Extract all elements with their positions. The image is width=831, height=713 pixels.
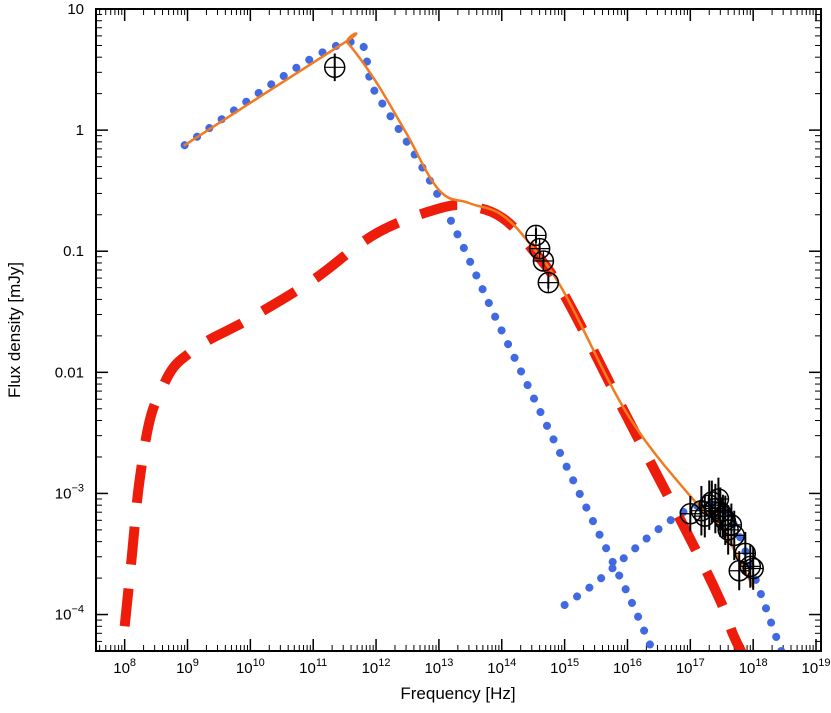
- x-tick-label: 109: [176, 657, 199, 677]
- x-axis-title: Frequency [Hz]: [400, 684, 515, 703]
- y-tick-label: 10−4: [55, 604, 84, 624]
- data-point: [723, 510, 746, 561]
- y-tick-label: 0.01: [55, 364, 84, 381]
- data-point: [679, 496, 702, 532]
- data-point: [537, 271, 560, 294]
- x-tick-label: 1015: [550, 657, 579, 677]
- y-tick-label: 10: [67, 1, 84, 18]
- y-tick-labels: 10−4 10−3 0.01 0.1 1 10: [55, 1, 84, 624]
- x-tick-label: 1010: [236, 657, 265, 677]
- y-tick-label: 10−3: [55, 482, 84, 502]
- x-tick-label: 108: [113, 657, 136, 677]
- data-point: [742, 547, 764, 590]
- x-tick-label: 1012: [362, 657, 391, 677]
- x-tick-label: 1011: [299, 657, 327, 677]
- x-tick-labels: 108 109 1010 1011 1012 1013 1014 1015 1016 1017 10…: [113, 657, 830, 677]
- y-tick-label: 1: [76, 122, 84, 139]
- data-point: [528, 237, 551, 260]
- data-point: [532, 250, 555, 272]
- data-point: [323, 53, 346, 82]
- x-tick-label: 1018: [739, 657, 768, 677]
- x-tick-label: 1016: [613, 657, 642, 677]
- data-point: [525, 224, 547, 247]
- x-tick-label: 1014: [487, 657, 516, 677]
- series-dashed-line: [119, 200, 747, 651]
- plot-frame: [95, 8, 822, 652]
- y-tick-label: 0.1: [63, 243, 84, 260]
- y-axis-title: Flux density [mJy]: [5, 262, 24, 398]
- x-tick-label: 1017: [676, 657, 705, 677]
- x-tick-label: 1013: [424, 657, 453, 677]
- data-point: [739, 545, 762, 588]
- x-tick-label: 1019: [802, 657, 831, 677]
- data-point: [734, 532, 757, 575]
- series-dotted-line: [180, 37, 657, 651]
- observation-points: [323, 53, 764, 591]
